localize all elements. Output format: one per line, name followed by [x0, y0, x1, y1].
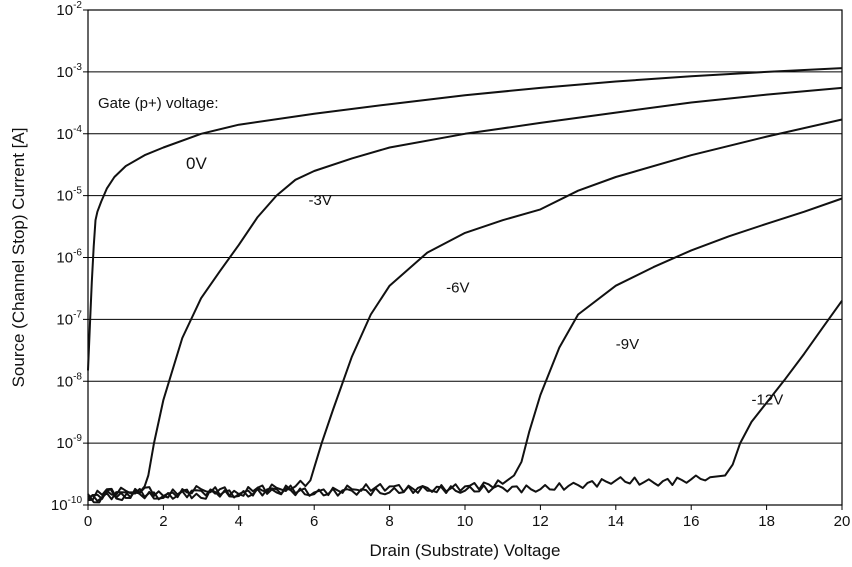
- y-axis-label: Source (Channel Stop) Current [A]: [9, 128, 28, 388]
- y-tick-label: 10-3: [56, 62, 82, 81]
- y-tick-label: 10-5: [56, 186, 82, 205]
- x-tick-label: 10: [457, 513, 474, 530]
- x-tick-label: 8: [385, 513, 393, 530]
- x-axis-label: Drain (Substrate) Voltage: [370, 541, 561, 560]
- series-label: 0V: [186, 154, 207, 173]
- x-tick-label: 0: [84, 513, 92, 530]
- series-lines: [87, 67, 843, 504]
- x-tick-label: 2: [159, 513, 167, 530]
- x-tick-label: 12: [532, 513, 549, 530]
- x-tick-label: 4: [235, 513, 243, 530]
- series-label: -3V: [309, 192, 332, 209]
- series-line: [87, 67, 843, 371]
- y-tick-label: 10-7: [56, 309, 82, 328]
- series-label: -6V: [446, 280, 469, 297]
- y-tick-label: 10-4: [56, 124, 82, 143]
- series-line: [87, 197, 843, 501]
- x-tick-label: 14: [607, 513, 624, 530]
- y-tick-label: 10-2: [56, 0, 82, 19]
- y-tick-label: 10-10: [51, 495, 83, 514]
- series-line: [87, 118, 843, 502]
- x-tick-label: 16: [683, 513, 700, 530]
- series-label: -9V: [616, 336, 639, 353]
- series-labels: 0V -3V -6V -9V -12V: [186, 154, 783, 409]
- x-tick-label: 18: [758, 513, 775, 530]
- annotation-gate-voltage: Gate (p+) voltage:: [98, 95, 218, 112]
- grid: [88, 71, 842, 444]
- y-axis-ticks: 10-10 10-9 10-8 10-7 10-6 10-5 10-4 10-3 10-2: [51, 0, 88, 514]
- y-tick-label: 10-9: [56, 433, 82, 452]
- x-tick-label: 6: [310, 513, 318, 530]
- y-tick-label: 10-8: [56, 371, 82, 390]
- y-tick-label: 10-6: [56, 248, 82, 267]
- x-axis-ticks: 0 2 4 6 8 10 12 14 16 18 20: [84, 505, 851, 530]
- series-label: -12V: [752, 392, 784, 409]
- x-tick-label: 20: [834, 513, 851, 530]
- series-line: [87, 300, 843, 502]
